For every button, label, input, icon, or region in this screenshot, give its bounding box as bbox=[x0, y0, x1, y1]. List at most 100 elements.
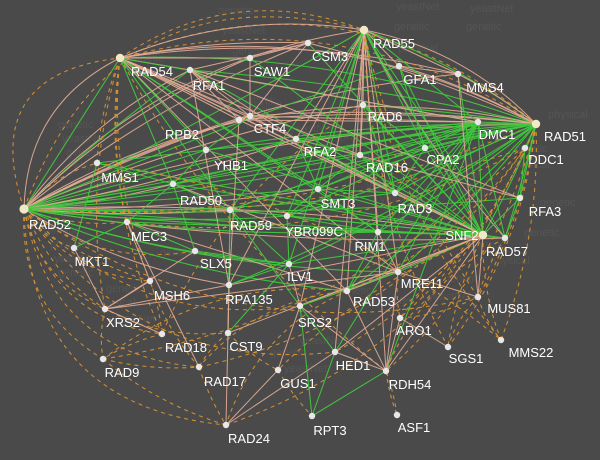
edge-yeastnet bbox=[126, 221, 196, 252]
edge-genetic bbox=[198, 366, 227, 426]
graph-node-cpa2[interactable] bbox=[421, 144, 429, 152]
node-label-gus1: GUS1 bbox=[280, 376, 315, 391]
watermark-text: physical bbox=[548, 109, 588, 121]
graph-node-hed1[interactable] bbox=[331, 348, 339, 356]
graph-node-rad6[interactable] bbox=[359, 101, 367, 109]
edge-genetic bbox=[385, 237, 506, 372]
edge-yeastnet bbox=[23, 208, 348, 292]
graph-node-rfa3[interactable] bbox=[516, 194, 524, 202]
edge-physical bbox=[23, 208, 230, 286]
graph-node-ctf4[interactable] bbox=[246, 112, 254, 120]
edge-yeastnet bbox=[317, 123, 537, 190]
edge-physical bbox=[104, 284, 230, 310]
graph-node-rad18[interactable] bbox=[158, 330, 166, 338]
graph-node-gfa1[interactable] bbox=[395, 62, 403, 70]
graph-node-rad53[interactable] bbox=[343, 287, 351, 295]
graph-node-rpa135[interactable] bbox=[225, 281, 233, 289]
graph-node-rad57[interactable] bbox=[501, 234, 509, 242]
edge-genetic bbox=[23, 208, 104, 360]
graph-node-msh6[interactable] bbox=[146, 277, 154, 285]
edge-physical bbox=[397, 271, 479, 298]
edge-yeastnet bbox=[288, 234, 484, 265]
graph-node-rad55[interactable] bbox=[359, 25, 369, 35]
graph-node-rad9[interactable] bbox=[99, 355, 107, 363]
edge-genetic bbox=[126, 147, 526, 229]
graph-node-asf1[interactable] bbox=[393, 411, 401, 419]
graph-node-rad50[interactable] bbox=[169, 180, 177, 188]
edge-yeastnet bbox=[286, 215, 379, 233]
node-label-rad57: RAD57 bbox=[486, 244, 528, 259]
graph-node-rim1[interactable] bbox=[374, 228, 382, 236]
watermark-text: genetic bbox=[58, 119, 94, 131]
edge-yeastnet bbox=[317, 188, 379, 233]
graph-node-aro1[interactable] bbox=[396, 314, 404, 322]
graph-node-rad51[interactable] bbox=[531, 119, 541, 129]
edge-genetic bbox=[102, 288, 348, 360]
graph-node-rpb2[interactable] bbox=[235, 116, 243, 124]
graph-node-mus81[interactable] bbox=[474, 293, 482, 301]
graph-node-yhb1[interactable] bbox=[202, 146, 210, 154]
node-layer[interactable] bbox=[19, 25, 541, 429]
edge-physical bbox=[189, 69, 230, 286]
graph-node-rad3[interactable] bbox=[391, 189, 399, 197]
graph-node-mkt1[interactable] bbox=[70, 244, 78, 252]
graph-node-ddc1[interactable] bbox=[521, 144, 529, 152]
edge-yeastnet bbox=[424, 147, 484, 236]
graph-node-rfa1[interactable] bbox=[186, 66, 194, 74]
edge-genetic bbox=[161, 104, 364, 335]
edge-yeastnet bbox=[317, 188, 484, 236]
graph-node-mec3[interactable] bbox=[123, 218, 131, 226]
graph-node-csm3[interactable] bbox=[304, 39, 312, 47]
node-label-rad59: RAD59 bbox=[230, 218, 272, 233]
graph-node-slx5[interactable] bbox=[191, 247, 199, 255]
node-label-mec3: MEC3 bbox=[131, 229, 167, 244]
watermark-text: genetic bbox=[270, 347, 306, 359]
edge-yeastnet bbox=[172, 183, 484, 236]
node-label-rad16: RAD16 bbox=[366, 160, 408, 175]
node-label-mkt1: MKT1 bbox=[75, 254, 110, 269]
graph-node-saw1[interactable] bbox=[246, 54, 254, 62]
graph-node-smt3[interactable] bbox=[314, 185, 322, 193]
node-label-sgs1: SGS1 bbox=[449, 351, 484, 366]
graph-node-dmc1[interactable] bbox=[474, 118, 482, 126]
graph-node-rad59[interactable] bbox=[226, 206, 234, 214]
graph-node-rad24[interactable] bbox=[222, 421, 230, 429]
graph-node-srs2[interactable] bbox=[296, 302, 304, 310]
graph-node-mms22[interactable] bbox=[497, 336, 505, 344]
edge-physical bbox=[119, 23, 365, 59]
node-label-ybr099c: YBR099C bbox=[285, 224, 343, 239]
graph-node-snf2[interactable] bbox=[478, 230, 488, 240]
edge-yeastnet bbox=[397, 121, 479, 273]
graph-node-rdh54[interactable] bbox=[382, 367, 390, 375]
graph-node-rad16[interactable] bbox=[356, 151, 364, 159]
graph-node-gus1[interactable] bbox=[274, 366, 282, 374]
edge-yeastnet bbox=[96, 162, 174, 185]
graph-node-rfa2[interactable] bbox=[292, 135, 300, 143]
graph-node-rpt3[interactable] bbox=[308, 412, 316, 420]
edge-yeastnet bbox=[477, 121, 506, 239]
edge-yeastnet bbox=[286, 121, 479, 217]
graph-node-mre11[interactable] bbox=[394, 268, 402, 276]
graph-node-ilv1[interactable] bbox=[285, 260, 293, 268]
edge-physical bbox=[299, 305, 387, 372]
edge-yeastnet bbox=[229, 209, 290, 265]
graph-node-ybr099c[interactable] bbox=[283, 212, 291, 220]
graph-node-xrs2[interactable] bbox=[101, 305, 109, 313]
graph-node-mms4[interactable] bbox=[454, 70, 462, 78]
edge-genetic bbox=[100, 308, 106, 360]
edge-physical bbox=[225, 369, 279, 426]
node-label-ctf4: CTF4 bbox=[254, 121, 287, 136]
graph-node-cst9[interactable] bbox=[224, 329, 232, 337]
edge-genetic bbox=[198, 332, 229, 368]
graph-node-rad17[interactable] bbox=[195, 363, 203, 371]
edge-genetic bbox=[363, 29, 479, 298]
graph-node-rad52[interactable] bbox=[19, 204, 29, 214]
edge-yeastnet bbox=[317, 121, 479, 190]
graph-node-rad54[interactable] bbox=[115, 53, 125, 63]
graph-node-sgs1[interactable] bbox=[444, 343, 452, 351]
watermark-text: genetic bbox=[218, 5, 254, 17]
edge-physical bbox=[73, 247, 106, 310]
graph-node-mms1[interactable] bbox=[93, 159, 101, 167]
